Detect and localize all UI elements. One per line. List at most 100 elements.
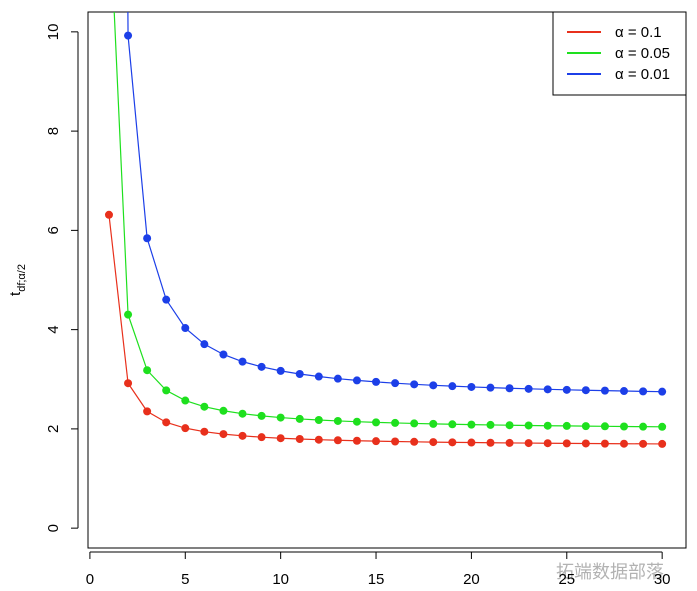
data-point bbox=[314, 435, 323, 444]
data-point bbox=[372, 437, 381, 446]
data-point bbox=[219, 430, 228, 439]
data-point bbox=[238, 431, 247, 440]
data-point bbox=[505, 421, 514, 430]
x-tick-label: 0 bbox=[86, 571, 94, 588]
x-tick-label: 5 bbox=[181, 571, 189, 588]
data-point bbox=[124, 310, 133, 319]
data-point bbox=[314, 372, 323, 381]
data-point bbox=[448, 420, 457, 429]
y-tick-label: 6 bbox=[45, 226, 62, 234]
data-point bbox=[467, 382, 476, 391]
data-point bbox=[581, 422, 590, 431]
data-point bbox=[238, 357, 247, 366]
data-point bbox=[429, 419, 438, 428]
data-point bbox=[391, 379, 400, 388]
data-point bbox=[639, 439, 648, 448]
data-point bbox=[257, 433, 266, 442]
data-point bbox=[372, 418, 381, 427]
data-point bbox=[276, 413, 285, 422]
data-point bbox=[562, 439, 571, 448]
data-point bbox=[143, 366, 152, 375]
legend-label: α = 0.05 bbox=[615, 45, 670, 62]
data-point bbox=[391, 437, 400, 446]
data-point bbox=[448, 382, 457, 391]
data-point bbox=[200, 340, 209, 349]
x-tick-label: 20 bbox=[463, 571, 480, 588]
x-tick-label: 25 bbox=[558, 571, 575, 588]
data-point bbox=[200, 402, 209, 411]
data-point bbox=[524, 421, 533, 430]
data-point bbox=[620, 439, 629, 448]
data-point bbox=[143, 407, 152, 416]
x-tick-label: 10 bbox=[272, 571, 289, 588]
data-point bbox=[352, 436, 361, 445]
data-point bbox=[124, 379, 133, 388]
data-point bbox=[543, 421, 552, 430]
data-point bbox=[658, 387, 667, 396]
data-point bbox=[295, 435, 304, 444]
data-point bbox=[410, 437, 419, 446]
data-point bbox=[162, 386, 171, 395]
data-point bbox=[372, 377, 381, 386]
data-point bbox=[505, 384, 514, 393]
data-point bbox=[658, 422, 667, 431]
data-point bbox=[219, 406, 228, 415]
legend-label: α = 0.01 bbox=[615, 66, 670, 83]
y-tick-label: 4 bbox=[45, 325, 62, 333]
data-point bbox=[658, 439, 667, 448]
data-point bbox=[620, 387, 629, 396]
data-point bbox=[314, 416, 323, 425]
data-point bbox=[543, 439, 552, 448]
data-point bbox=[162, 418, 171, 427]
data-point bbox=[124, 31, 133, 40]
data-point bbox=[524, 384, 533, 393]
y-label-subscript: df;α/2 bbox=[16, 264, 28, 292]
data-point bbox=[543, 385, 552, 394]
series-line bbox=[108, 214, 663, 445]
data-point bbox=[600, 386, 609, 395]
y-tick-label: 10 bbox=[45, 24, 62, 41]
data-point bbox=[333, 374, 342, 383]
x-tick-label: 30 bbox=[654, 571, 671, 588]
data-point bbox=[219, 350, 228, 359]
data-point bbox=[181, 324, 190, 333]
data-point bbox=[276, 366, 285, 375]
data-point bbox=[391, 418, 400, 427]
data-point bbox=[181, 424, 190, 433]
y-tick-label: 0 bbox=[45, 524, 62, 532]
data-point bbox=[295, 414, 304, 423]
data-point bbox=[620, 422, 629, 431]
data-point bbox=[562, 385, 571, 394]
y-tick-label: 2 bbox=[45, 425, 62, 433]
data-point bbox=[486, 420, 495, 429]
data-point bbox=[486, 383, 495, 392]
plot-frame bbox=[87, 11, 687, 549]
data-point bbox=[448, 438, 457, 447]
data-point bbox=[639, 387, 648, 396]
data-point bbox=[486, 438, 495, 447]
data-point bbox=[581, 386, 590, 395]
data-point bbox=[505, 438, 514, 447]
data-point bbox=[600, 439, 609, 448]
data-point bbox=[524, 439, 533, 448]
data-point bbox=[276, 434, 285, 443]
data-point bbox=[352, 376, 361, 385]
y-axis-label: tdf;α/2 bbox=[7, 264, 28, 296]
data-point bbox=[333, 416, 342, 425]
data-point bbox=[238, 409, 247, 418]
watermark: 拓端数据部落 bbox=[556, 562, 664, 582]
legend-label: α = 0.1 bbox=[615, 24, 662, 41]
data-point bbox=[162, 295, 171, 304]
y-tick-label: 8 bbox=[45, 127, 62, 135]
data-point bbox=[181, 396, 190, 405]
data-point bbox=[104, 210, 113, 219]
y-label-base: t bbox=[7, 291, 24, 296]
data-point bbox=[143, 234, 152, 243]
data-point bbox=[467, 438, 476, 447]
data-point bbox=[257, 411, 266, 420]
data-point bbox=[581, 439, 590, 448]
data-point bbox=[257, 362, 266, 371]
x-tick-label: 15 bbox=[368, 571, 385, 588]
data-point bbox=[562, 421, 571, 430]
